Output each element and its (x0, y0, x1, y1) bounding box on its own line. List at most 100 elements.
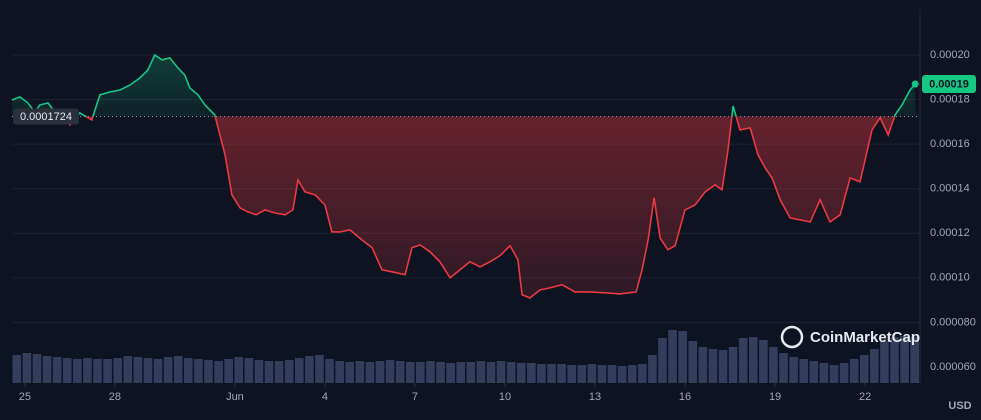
x-tick-label: 19 (769, 391, 781, 403)
volume-bar (900, 336, 909, 383)
volume-bar (880, 341, 889, 383)
volume-bar (506, 362, 516, 383)
y-tick-label: 0.00016 (930, 138, 970, 150)
volume-bar (305, 356, 314, 383)
volume-bar (516, 363, 526, 383)
volume-bar (163, 357, 173, 383)
volume-bar (426, 361, 435, 383)
volume-bar (315, 355, 324, 383)
volume-bar (466, 362, 476, 383)
volume-bar (254, 360, 264, 383)
y-tick-label: 0.00014 (930, 183, 970, 195)
volume-bar (22, 353, 32, 383)
volume-bar (617, 366, 627, 383)
volume-bar (375, 361, 385, 383)
volume-bar (244, 358, 254, 383)
volume-bar (73, 359, 82, 383)
volume-bar (870, 349, 879, 383)
volume-bar (446, 363, 455, 383)
volume-bar (284, 360, 294, 383)
last-point (911, 80, 919, 88)
volume-bar (234, 357, 244, 383)
volume-bar (103, 359, 112, 383)
volume-bar (83, 358, 92, 383)
watermark: CoinMarketCap (780, 325, 920, 349)
volume-bar (335, 361, 344, 383)
volume-bar (769, 347, 778, 383)
volume-bar (849, 359, 859, 383)
volume-bar (728, 347, 738, 383)
x-tick-label: 28 (109, 391, 121, 403)
volume-bar (184, 358, 193, 383)
volume-bar (597, 365, 607, 383)
volume-bar (345, 362, 355, 383)
volume-bar (62, 358, 72, 383)
volume-bar (365, 362, 375, 383)
volume-bar (294, 358, 304, 383)
volume-bar (718, 350, 728, 383)
unit-label: USD (948, 400, 971, 412)
volume-bar (678, 331, 687, 383)
x-tick-label: 10 (499, 391, 511, 403)
volume-bar (607, 365, 617, 383)
volume-bar (819, 363, 829, 383)
volume-bar (264, 361, 274, 383)
x-tick-label: 16 (679, 391, 691, 403)
volume-bar (153, 359, 163, 383)
volume-bar (113, 358, 122, 383)
volume-bar (759, 340, 768, 383)
x-tick-label: Jun (226, 391, 244, 403)
volume-bar (829, 365, 839, 383)
x-tick-label: 22 (859, 391, 871, 403)
volume-bar (557, 364, 566, 383)
x-tick-label: 7 (412, 391, 418, 403)
volume-bar (799, 359, 809, 383)
volume-bar (658, 338, 667, 383)
y-tick-label: 0.00010 (930, 272, 970, 284)
volume-bar (52, 357, 62, 383)
volume-bar (738, 338, 748, 383)
volume-bar (325, 359, 334, 383)
price-box (922, 74, 976, 93)
price-line (11, 53, 916, 299)
volume-bar (890, 337, 899, 383)
x-tick-label: 4 (322, 391, 328, 403)
volume-bar (405, 362, 415, 383)
volume-bar (436, 362, 445, 383)
volume-bar (416, 362, 425, 383)
volume-bar (12, 355, 22, 383)
volume-bar (698, 347, 708, 383)
volume-bar (688, 341, 698, 383)
volume-bar (194, 359, 203, 383)
volume-bar (42, 356, 52, 383)
volume-bar (133, 357, 143, 383)
volume-bar (839, 363, 849, 383)
volume-bar (93, 359, 102, 383)
volume-bar (587, 364, 597, 383)
volume-bar (476, 361, 486, 383)
volume-bar (638, 364, 647, 383)
volume-bar (214, 361, 223, 383)
baseline-label: 0.0001724 (20, 111, 72, 123)
y-tick-label: 0.00020 (930, 49, 970, 61)
volume-bar (708, 349, 718, 383)
volume-bar (789, 357, 798, 383)
y-tick-label: 0.000080 (930, 316, 976, 328)
volume-bar (143, 358, 153, 383)
volume-bar (910, 337, 919, 383)
watermark-logo (780, 325, 804, 349)
volume-bar (748, 337, 758, 383)
volume-bar (456, 362, 465, 383)
baseline-label-box (13, 108, 79, 125)
volume-bar (224, 359, 233, 383)
volume-bar (496, 361, 506, 383)
volume-bar (627, 365, 637, 383)
x-tick-label: 25 (19, 391, 31, 403)
y-tick-label: 0.000060 (930, 361, 976, 373)
price-label: 0.00019 (929, 78, 969, 90)
volume-bar (577, 365, 587, 383)
volume-bar (859, 355, 869, 383)
volume-bar (527, 363, 536, 383)
volume-bar (173, 356, 183, 383)
